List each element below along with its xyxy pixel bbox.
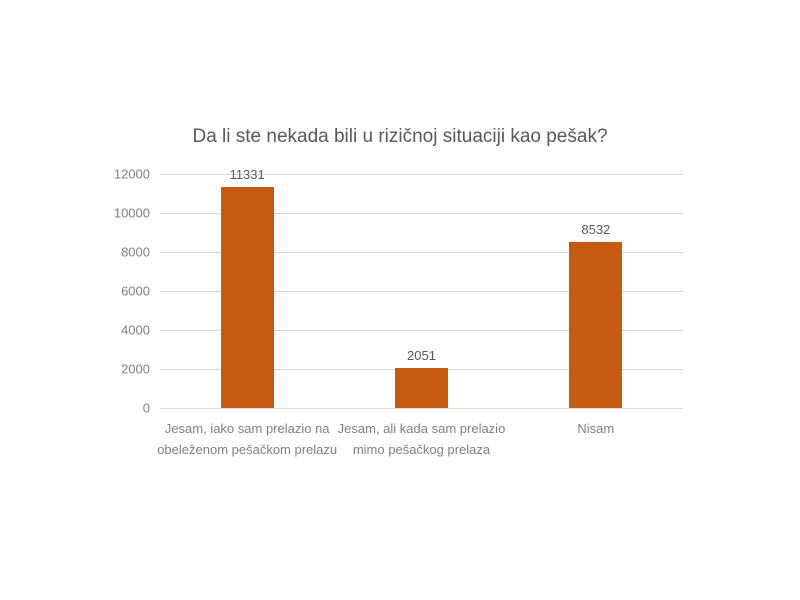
- bar-1: [220, 187, 274, 408]
- gridline: [160, 291, 683, 292]
- bar-value-label: 11331: [229, 167, 265, 183]
- y-axis-tick-label: 4000: [121, 322, 150, 338]
- x-axis: Jesam, iako sam prelazio na obeleženom p…: [157, 418, 683, 508]
- y-axis-tick-label: 8000: [121, 244, 150, 260]
- bar-value-label: 8532: [581, 221, 611, 237]
- gridline: [160, 174, 683, 175]
- y-axis: 0 2000 4000 6000 8000 10000 12000: [60, 167, 150, 416]
- chart-title: Da li ste nekada bili u rizičnoj situaci…: [192, 126, 608, 147]
- gridline: [160, 408, 683, 409]
- bar-3: [569, 241, 623, 408]
- gridline: [160, 213, 683, 214]
- gridline: [160, 252, 683, 253]
- y-axis-tick-label: 0: [142, 400, 150, 416]
- bar-value-label: 2051: [407, 348, 436, 363]
- y-axis-tick-label: 6000: [121, 283, 150, 299]
- bar-2: [395, 368, 448, 408]
- y-axis-tick-label: 2000: [121, 361, 150, 377]
- y-axis-tick-label: 12000: [113, 166, 150, 182]
- x-axis-category-label: Nisam: [577, 421, 615, 436]
- gridline: [160, 330, 683, 331]
- x-axis-category-label: Jesam, iako sam prelazio na obeleženom p…: [157, 421, 338, 457]
- plot-area: 11331 2051 8532: [160, 167, 683, 409]
- y-axis-tick-label: 10000: [113, 205, 150, 221]
- x-axis-category-label: Jesam, ali kada sam prelazio mimo pešačk…: [337, 421, 506, 457]
